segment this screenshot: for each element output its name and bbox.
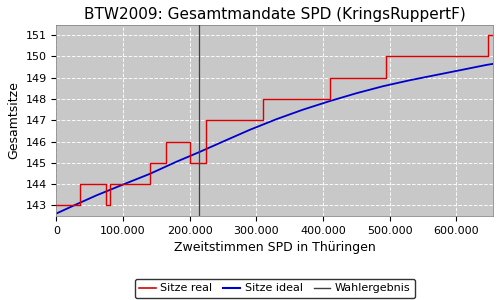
Sitze ideal (54, 212, 60, 215)
Sitze ideal (120, 183, 126, 186)
Sitze real (77, 204, 83, 207)
Y-axis label: Gesamtsitze: Gesamtsitze (7, 81, 20, 159)
Sitze real (104, 204, 110, 207)
Sitze real (234, 118, 239, 122)
Sitze real (294, 97, 300, 101)
Sitze real (147, 182, 153, 186)
Sitze real (234, 118, 239, 122)
Sitze ideal (247, 128, 253, 132)
Sitze real (470, 55, 476, 58)
Sitze real (486, 33, 492, 37)
Sitze real (77, 182, 83, 186)
Sitze ideal (74, 202, 80, 206)
Sitze real (260, 118, 266, 122)
Sitze real (327, 97, 333, 101)
Sitze real (147, 161, 153, 165)
Sitze real (204, 118, 210, 122)
Sitze real (327, 76, 333, 80)
Legend: Sitze real, Sitze ideal, Wahlergebnis: Sitze real, Sitze ideal, Wahlergebnis (134, 279, 415, 298)
Sitze ideal (327, 99, 333, 103)
Title: BTW2009: Gesamtmandate SPD (KringsRuppertF): BTW2009: Gesamtmandate SPD (KringsRupper… (84, 7, 466, 22)
Sitze real (446, 55, 452, 58)
Sitze ideal (94, 194, 100, 197)
Sitze real (107, 182, 113, 186)
Sitze ideal (406, 78, 412, 82)
Sitze real (104, 182, 110, 186)
Line: Sitze real: Sitze real (56, 35, 493, 206)
Sitze ideal (354, 92, 360, 95)
Sitze ideal (174, 160, 180, 164)
Sitze ideal (147, 172, 153, 176)
Sitze real (384, 76, 390, 80)
Sitze real (340, 76, 346, 80)
Sitze real (164, 140, 170, 143)
Sitze real (394, 55, 400, 58)
Sitze real (107, 204, 113, 207)
Sitze real (204, 161, 210, 165)
Sitze ideal (484, 63, 490, 67)
Line: Sitze ideal: Sitze ideal (56, 64, 493, 213)
Sitze real (490, 33, 496, 37)
Sitze ideal (300, 108, 306, 111)
Sitze real (394, 55, 400, 58)
Sitze real (294, 97, 300, 101)
Sitze ideal (380, 84, 386, 88)
Sitze real (260, 97, 266, 101)
Sitze ideal (196, 150, 202, 154)
Sitze real (470, 55, 476, 58)
Sitze real (187, 140, 193, 143)
Sitze ideal (220, 140, 226, 143)
Sitze real (187, 161, 193, 165)
Sitze ideal (460, 68, 466, 71)
Sitze ideal (490, 62, 496, 66)
Sitze real (486, 55, 492, 58)
Sitze real (54, 204, 60, 207)
Sitze ideal (434, 73, 440, 77)
Sitze real (384, 55, 390, 58)
X-axis label: Zweitstimmen SPD in Thüringen: Zweitstimmen SPD in Thüringen (174, 241, 376, 254)
Sitze real (340, 76, 346, 80)
Sitze real (360, 76, 366, 80)
Sitze real (164, 161, 170, 165)
Sitze ideal (274, 117, 280, 121)
Sitze real (360, 76, 366, 80)
Sitze real (446, 55, 452, 58)
